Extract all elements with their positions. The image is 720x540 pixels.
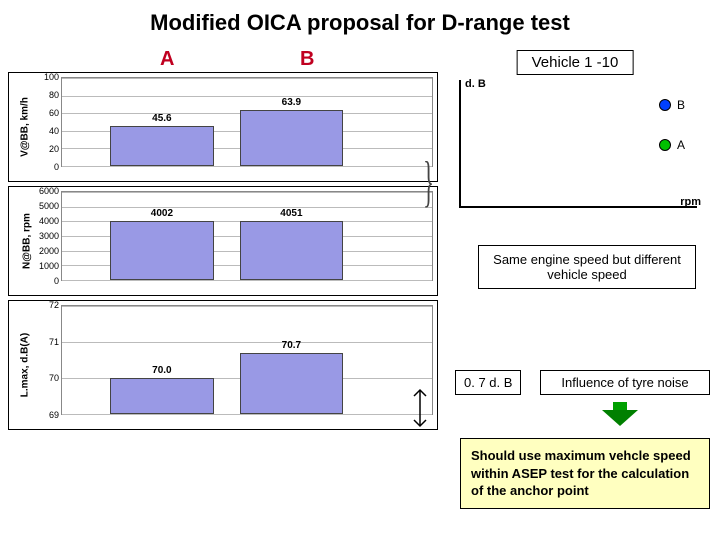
scatter-ylabel: d. B [465, 78, 486, 90]
scatter-xlabel: rpm [680, 196, 701, 208]
chart-lmax-plot: 70.070.7 [61, 305, 433, 415]
scatter-plot-area: d. B rpm B A [459, 80, 697, 208]
dot-b-icon [659, 99, 671, 111]
scatter-chart: Vehicle 1 -10 d. B rpm B A [445, 50, 705, 220]
callout-delta: 0. 7 d. B [455, 370, 521, 395]
callout-same-speed: Same engine speed but different vehicle … [478, 245, 696, 289]
dot-a-icon [659, 139, 671, 151]
brace-icon: } [423, 150, 434, 214]
conclusion-box: Should use maximum vehcle speed within A… [460, 438, 710, 509]
chart-vbb-plot: 45.663.9 [61, 77, 433, 167]
legend-a: A [659, 138, 685, 152]
label-a: A [160, 48, 174, 71]
chart-vbb: V@BB, km/h 45.663.9 020406080100 [8, 72, 438, 182]
delta-arrow-icon [408, 388, 432, 428]
chart-nbb: N@BB, rpm 40024051 010002000300040005000… [8, 186, 438, 296]
label-b: B [300, 48, 314, 71]
chart-nbb-plot: 40024051 [61, 191, 433, 281]
callout-tyre: Influence of tyre noise [540, 370, 710, 395]
chart-vbb-ylabel: V@BB, km/h [19, 97, 30, 157]
chart-nbb-ylabel: N@BB, rpm [21, 213, 32, 269]
chart-lmax: L.max, d.B(A) 70.070.7 69707172 [8, 300, 438, 430]
green-arrow-icon [602, 402, 638, 426]
legend-b-label: B [677, 98, 685, 112]
chart-lmax-ylabel: L.max, d.B(A) [20, 333, 31, 397]
page-title: Modified OICA proposal for D-range test [0, 0, 720, 42]
right-column: Vehicle 1 -10 d. B rpm B A [445, 50, 712, 220]
charts-column: V@BB, km/h 45.663.9 020406080100 N@BB, r… [8, 72, 438, 434]
legend-b: B [659, 98, 685, 112]
legend-a-label: A [677, 138, 685, 152]
scatter-title: Vehicle 1 -10 [517, 50, 634, 75]
